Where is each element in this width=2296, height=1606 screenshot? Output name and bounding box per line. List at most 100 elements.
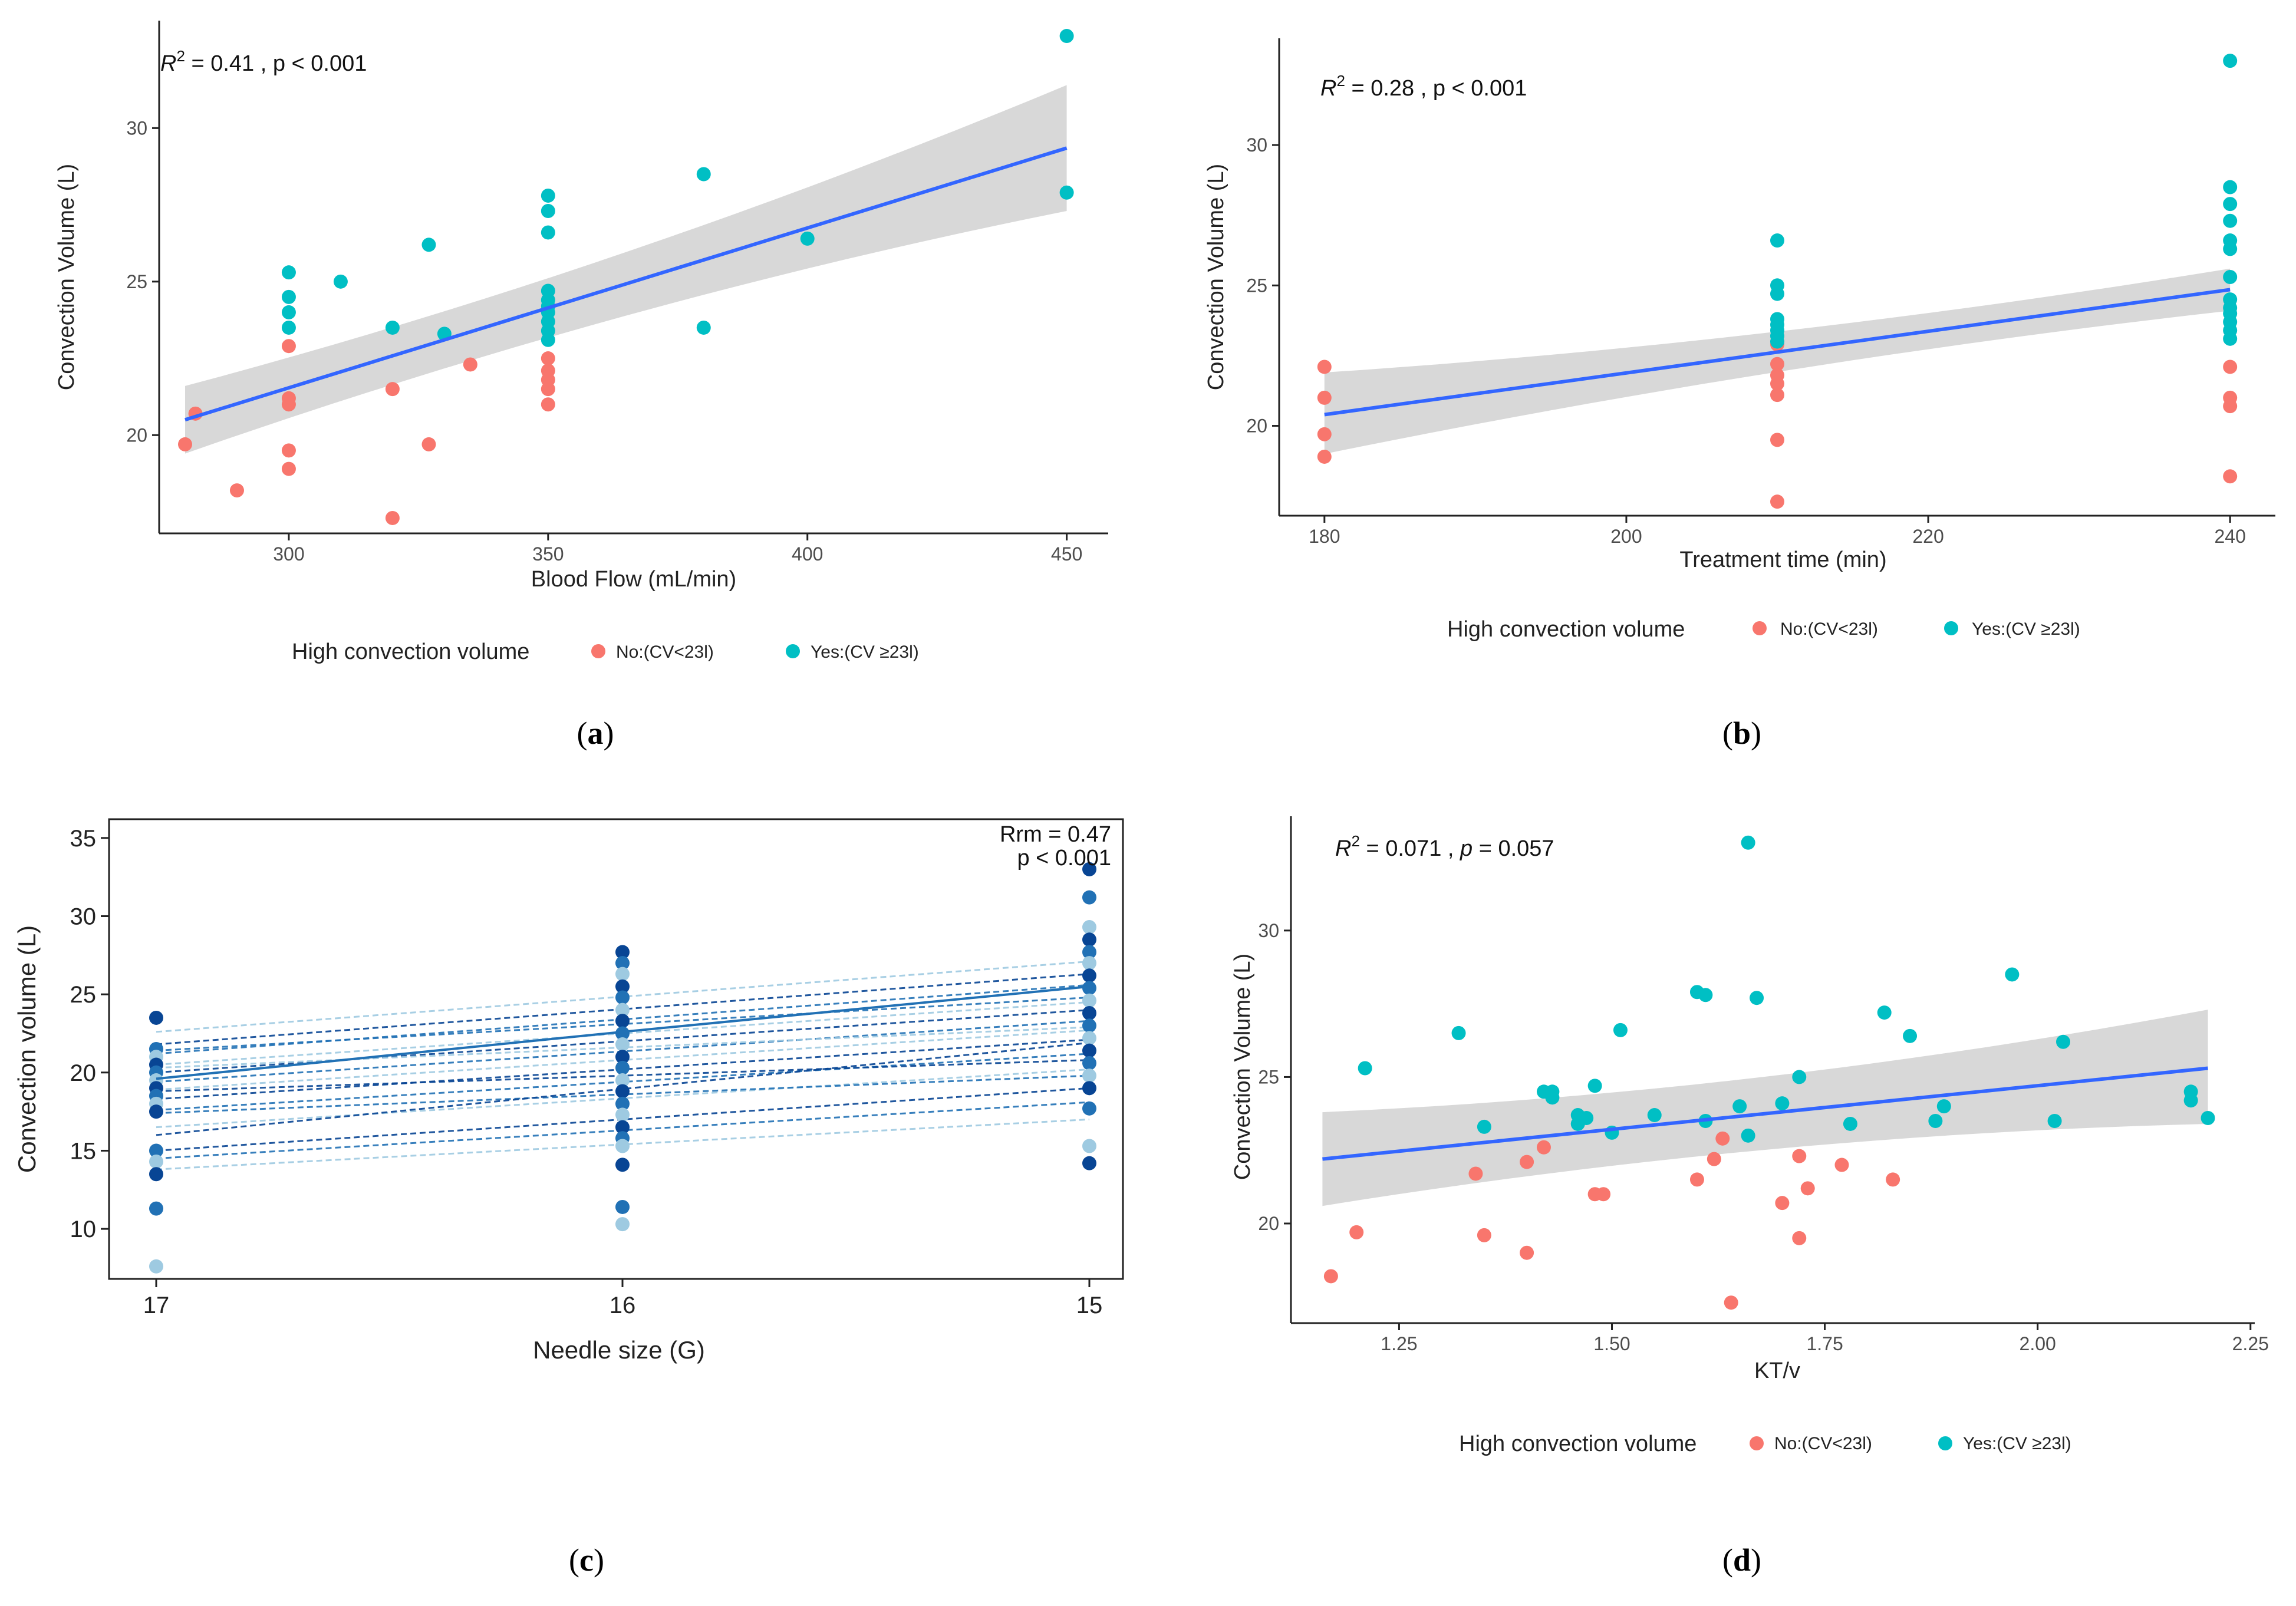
data-point-no (1323, 1269, 1338, 1284)
data-point-yes (1770, 334, 1784, 349)
panel-b-x-axis-label: Treatment time (min) (1679, 548, 1886, 572)
legend-no-marker (1753, 621, 1767, 635)
data-point-yes (1477, 1119, 1491, 1134)
y-tick-label: 30 (126, 117, 147, 138)
data-point-yes (1059, 185, 1074, 200)
panel-a-confidence-band (185, 85, 1067, 454)
data-point-yes (281, 265, 296, 280)
data-point-yes (281, 305, 296, 319)
x-tick-label: 17 (143, 1292, 170, 1318)
legend-no-label: No:(CV<23l) (1774, 1434, 1872, 1453)
data-point-no (1536, 1140, 1551, 1155)
data-point (1082, 945, 1096, 959)
data-point-no (1468, 1166, 1483, 1181)
data-point-yes (1928, 1113, 1943, 1128)
data-point (615, 1050, 630, 1064)
y-tick-label: 35 (70, 826, 97, 852)
data-point-no (2223, 360, 2238, 374)
x-tick-label: 220 (1912, 526, 1943, 547)
legend-no-marker (1750, 1436, 1764, 1450)
panel-b-regression-line (1324, 288, 2231, 417)
data-point-yes (333, 274, 348, 289)
data-point (1082, 993, 1096, 1008)
x-tick-label: 2.25 (2232, 1333, 2269, 1354)
data-point-no (1770, 433, 1784, 447)
panel-d-caption: (d) (1722, 1542, 1761, 1578)
data-point-yes (385, 320, 400, 335)
panel-b-caption: (b) (1722, 715, 1761, 751)
legend-yes-marker (786, 644, 800, 658)
x-tick-label: 2.00 (2020, 1333, 2056, 1354)
data-point-yes (1877, 1005, 1892, 1020)
x-tick-label: 15 (1076, 1292, 1103, 1318)
data-point-yes (541, 188, 555, 203)
data-point-yes (1587, 1079, 1602, 1093)
data-point (149, 1155, 163, 1169)
panel-d-regression-line (1322, 1066, 2208, 1161)
data-point-yes (1903, 1028, 1918, 1043)
data-point-no (1792, 1231, 1807, 1245)
y-tick-label: 25 (126, 271, 147, 292)
data-point (615, 1199, 630, 1214)
x-tick-label: 180 (1309, 526, 1340, 547)
data-point-no (541, 382, 555, 397)
data-point-yes (1732, 1099, 1747, 1114)
data-point (615, 1157, 630, 1172)
data-point (615, 1084, 630, 1099)
data-point-no (385, 382, 400, 397)
data-point-no (385, 510, 400, 525)
data-point-no (541, 397, 555, 412)
data-point-yes (541, 332, 555, 347)
data-point-no (2223, 469, 2238, 484)
data-point (615, 1107, 630, 1122)
data-point (615, 1139, 630, 1153)
data-point-no (1349, 1225, 1364, 1239)
panel-c-frame (108, 818, 1124, 1280)
panel-a-regression-line (185, 146, 1068, 422)
y-tick-label: 25 (70, 982, 97, 1008)
data-point-yes (1741, 835, 1755, 850)
data-point-yes (2056, 1034, 2071, 1049)
data-point-no (1689, 1172, 1704, 1187)
data-point-yes (541, 203, 555, 218)
legend-no-label: No:(CV<23l) (616, 642, 714, 662)
panel-d-annotation: R2 = 0.071 , p = 0.057 (1335, 832, 1554, 861)
data-point-yes (1451, 1025, 1466, 1040)
panel-a-y-axis-label: Convection Volume (L) (54, 164, 79, 390)
data-point-yes (2223, 197, 2238, 212)
data-point-no (1792, 1149, 1807, 1163)
data-point (149, 1259, 163, 1274)
data-point-no (281, 397, 296, 412)
data-point-no (1724, 1295, 1738, 1310)
panel-a: 300 350 400 450 20 25 30 R2 = 0.41 , p < 0.001… (54, 21, 1108, 751)
data-point (615, 967, 630, 981)
data-point (1082, 1005, 1096, 1020)
legend-no-label: No:(CV<23l) (1780, 619, 1878, 639)
data-point-no (229, 483, 244, 498)
data-point-yes (281, 320, 296, 335)
data-point-no (1770, 357, 1784, 371)
x-tick-label: 400 (792, 543, 823, 565)
data-point-no (1775, 1196, 1790, 1211)
data-point-no (1886, 1172, 1900, 1187)
x-tick-label: 450 (1051, 543, 1082, 565)
legend-yes-label: Yes:(CV ≥23l) (1972, 619, 2080, 639)
x-tick-label: 300 (273, 543, 304, 565)
data-point (1082, 890, 1096, 905)
data-point-no (1707, 1152, 1721, 1166)
x-tick-label: 350 (532, 543, 564, 565)
x-tick-label: 240 (2214, 526, 2245, 547)
data-point (1082, 1156, 1096, 1170)
panel-d-y-axis-label: Convection Volume (L) (1230, 954, 1255, 1180)
x-tick-label: 16 (610, 1292, 636, 1318)
data-point (615, 1217, 630, 1232)
data-point (615, 1026, 630, 1041)
data-point (615, 1096, 630, 1111)
data-point-yes (1770, 286, 1784, 301)
data-point-yes (2201, 1111, 2215, 1126)
y-tick-label: 30 (1246, 134, 1267, 156)
data-point (1082, 968, 1096, 983)
y-tick-label: 25 (1246, 275, 1267, 296)
panel-c-annotation-rrm: Rrm = 0.47 (1000, 822, 1111, 847)
